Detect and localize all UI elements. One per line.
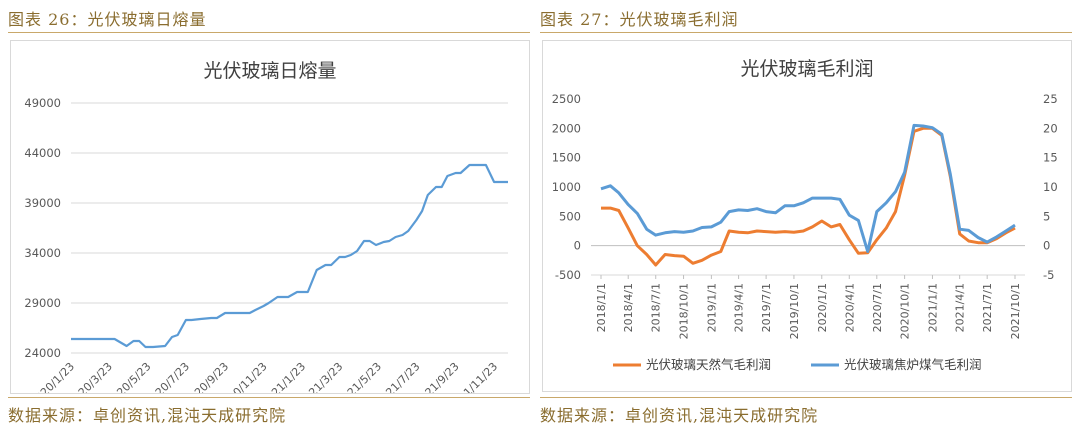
source-rule-left [8, 397, 530, 398]
x-tick-label: 2019/4/1 [733, 283, 746, 332]
y2-tick-label: 5 [1043, 209, 1050, 223]
x-tick-label: 2020/7/1 [871, 283, 884, 332]
x-tick-label: 2020/1/23 [28, 360, 77, 393]
source-rule-right [540, 397, 1072, 398]
x-tick-label: 2020/4/1 [843, 283, 856, 332]
y2-tick-label: 15 [1043, 151, 1058, 165]
x-tick-label: 2021/7/1 [981, 283, 994, 332]
x-tick-label: 2018/7/1 [650, 283, 663, 332]
y-tick-label: 1500 [552, 151, 581, 165]
chart-panel-right: 光伏玻璃毛利润 -500 0 500 1000 1500 2000 2500 -5 0 5 10 15 2… [542, 40, 1072, 392]
x-tick-label: 2019/10/1 [788, 283, 801, 339]
y2-tick-label: 20 [1043, 121, 1058, 135]
series-line-daily-melt [71, 163, 508, 349]
figure-title-left: 图表 26：光伏玻璃日熔量 [8, 10, 207, 29]
x-tick-label: 2021/1/23 [259, 360, 308, 393]
x-tick-label: 2020/7/23 [143, 360, 192, 393]
source-left: 数据来源：卓创资讯,混沌天成研究院 [8, 406, 287, 425]
y2-tick-label: 25 [1043, 92, 1058, 106]
title-rule-left [8, 32, 530, 33]
x-tick-label: 2020/3/23 [66, 360, 115, 393]
y-tick-label: 0 [574, 239, 581, 253]
x-tick-label: 2018/1/1 [595, 283, 608, 332]
x-tick-label: 2020/9/23 [182, 360, 231, 393]
x-tick-label: 2020/10/1 [899, 283, 912, 339]
daily-melt-chart: 光伏玻璃日熔量 24000 29000 34000 39000 44000 49000 202… [24, 60, 508, 414]
x-tick-label: 2019/7/1 [760, 283, 773, 332]
x-tick-label: 2019/1/1 [705, 283, 718, 332]
y2-tick-label: 0 [1043, 239, 1050, 253]
x-tick-label: 2021/10/1 [1009, 283, 1022, 339]
source-right: 数据来源：卓创资讯,混沌天成研究院 [540, 406, 819, 425]
legend-label-coke-oven-gas: 光伏玻璃焦炉煤气毛利润 [844, 357, 982, 372]
y-tick-label: 39000 [24, 196, 61, 210]
y2-tick-label: -5 [1043, 268, 1054, 282]
x-tick-label: 2018/4/1 [622, 283, 635, 332]
chart-title: 光伏玻璃毛利润 [740, 58, 873, 80]
series-line-coke-oven-gas [600, 123, 1016, 253]
chart-title: 光伏玻璃日熔量 [203, 60, 336, 82]
x-tick-label: 2021/7/23 [373, 360, 422, 393]
title-rule-right [540, 32, 1072, 33]
x-tick-label: 2021/1/1 [926, 283, 939, 332]
y-tick-label: 1000 [552, 180, 581, 194]
chart-panel-left: 光伏玻璃日熔量 24000 29000 34000 39000 44000 49000 202… [10, 40, 530, 414]
y2-tick-label: 10 [1043, 180, 1058, 194]
y-tick-label: 2500 [552, 92, 581, 106]
y-tick-label: 24000 [24, 346, 61, 360]
legend-label-natural-gas: 光伏玻璃天然气毛利润 [646, 357, 771, 372]
x-tick-label: 2021/4/1 [954, 283, 967, 332]
y-tick-label: 29000 [24, 296, 61, 310]
gross-profit-chart: 光伏玻璃毛利润 -500 0 500 1000 1500 2000 2500 -5 0 5 10 15 2… [552, 58, 1058, 372]
y-tick-label: 49000 [24, 96, 61, 110]
x-tick-label: 2020/5/23 [104, 360, 153, 393]
y-tick-label: 500 [559, 209, 581, 223]
x-tick-label: 2021/5/23 [335, 360, 384, 393]
y-tick-label: 2000 [552, 121, 581, 135]
x-tick-label: 2018/10/1 [678, 283, 691, 339]
y-tick-label: 44000 [24, 146, 61, 160]
y-tick-label: 34000 [24, 246, 61, 260]
figure-title-right: 图表 27：光伏玻璃毛利润 [540, 10, 739, 29]
x-tick-label: 2021/9/23 [413, 360, 462, 393]
x-tick-label: 2020/1/1 [816, 283, 829, 332]
y-tick-label: -500 [555, 268, 581, 282]
